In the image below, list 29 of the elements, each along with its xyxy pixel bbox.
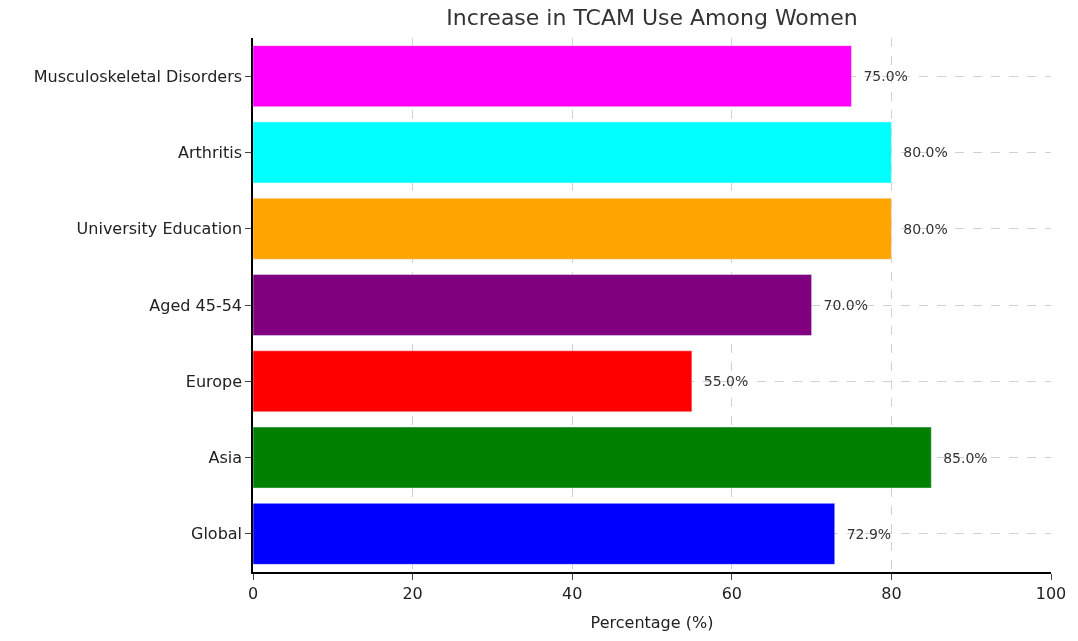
x-tick-label: 40 xyxy=(562,583,583,603)
x-tick-label: 60 xyxy=(721,583,742,603)
data-label: 80.0% xyxy=(894,144,948,161)
data-label: 75.0% xyxy=(854,68,908,85)
bar xyxy=(253,274,812,336)
bar xyxy=(253,350,693,413)
bar xyxy=(253,45,852,107)
bar xyxy=(253,503,835,565)
data-label: 70.0% xyxy=(814,297,868,313)
x-axis-title: Percentage (%) xyxy=(590,613,714,633)
y-tick-label: University Education xyxy=(76,219,243,239)
data-label: 72.9% xyxy=(837,525,892,542)
chart-title: Increase in TCAM Use Among Women xyxy=(446,5,858,31)
data-label: 55.0% xyxy=(694,373,749,390)
x-tick-label: 20 xyxy=(402,583,423,603)
data-label: 80.0% xyxy=(894,220,948,237)
y-tick-label: Musculoskeletal Disorders xyxy=(33,66,243,86)
x-tick-label: 80 xyxy=(881,583,902,603)
bar xyxy=(253,426,932,489)
x-tick-label: 100 xyxy=(1035,583,1067,603)
data-label: 85.0% xyxy=(934,449,988,466)
bar xyxy=(253,121,892,184)
x-tick-label: 0 xyxy=(247,583,259,603)
y-tick-label: Asia xyxy=(208,448,243,468)
y-tick-label: Aged 45-54 xyxy=(149,295,243,315)
y-tick-label: Europe xyxy=(185,371,243,391)
bar xyxy=(253,197,892,260)
y-tick-label: Global xyxy=(191,524,243,544)
y-tick-label: Arthritis xyxy=(178,143,243,163)
